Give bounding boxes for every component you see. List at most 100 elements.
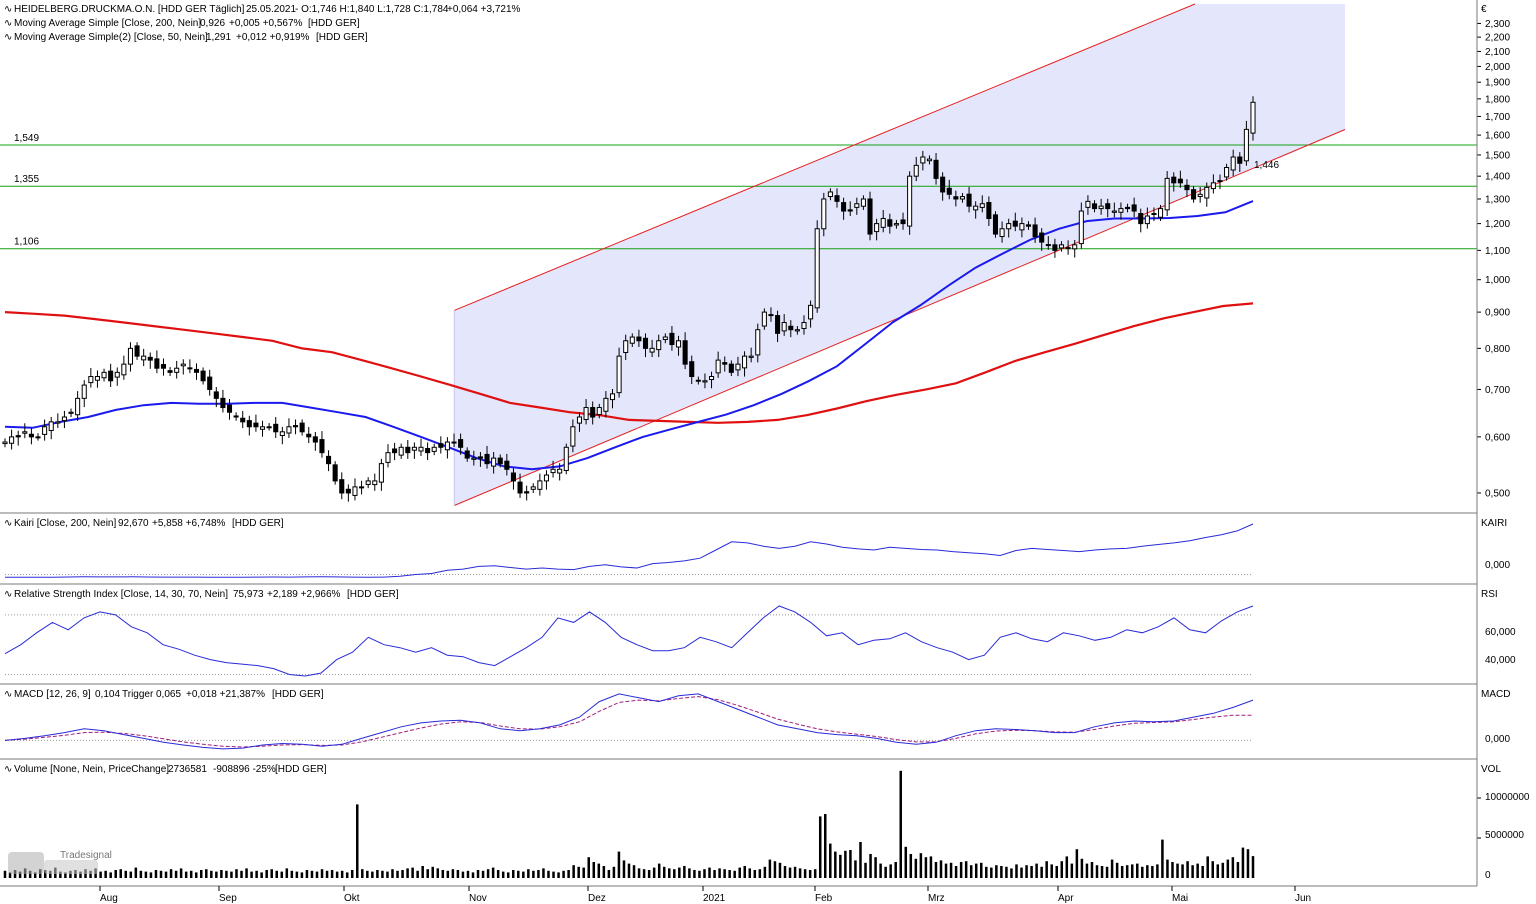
volume-bar: [1191, 865, 1194, 878]
price-tick-label: 0,800: [1485, 344, 1510, 355]
candle: [675, 335, 682, 356]
candle: [108, 363, 114, 387]
volume-bar: [1120, 866, 1124, 878]
volume-bar: [919, 853, 923, 878]
rsi-label: Relative Strength Index [Close, 14, 30, …: [14, 589, 228, 600]
volume-bar: [164, 871, 168, 878]
candle: [1039, 228, 1045, 251]
candle-body: [1025, 224, 1032, 227]
candle: [127, 342, 133, 372]
volume-bar: [839, 854, 842, 878]
sma50-line[interactable]: [4, 200, 1254, 471]
sma200-line[interactable]: [4, 302, 1254, 424]
candle-body: [293, 425, 299, 428]
price-tick-label: 0,700: [1485, 385, 1510, 396]
price-tick-label: 1,100: [1485, 246, 1510, 257]
volume-bar: [496, 870, 500, 878]
volume-bar: [1146, 865, 1149, 878]
volume-bars[interactable]: [3, 770, 1255, 878]
kairi-panel[interactable]: ∿ Kairi [Close, 200, Nein] 92,670 +5,858…: [0, 512, 1510, 578]
candle-body: [193, 368, 200, 373]
volume-bar: [577, 866, 580, 878]
sma50-label: Moving Average Simple(2) [Close, 50, Nei…: [14, 32, 208, 43]
candle-body: [187, 367, 193, 370]
candle: [458, 433, 464, 455]
candle: [517, 473, 523, 498]
volume-bar: [1251, 856, 1255, 878]
candle-body: [108, 370, 114, 382]
volume-bar: [924, 857, 928, 878]
candle-body: [946, 187, 952, 195]
candle: [1158, 204, 1164, 221]
volume-bar: [934, 862, 938, 878]
price-tick-label: 0,500: [1485, 488, 1510, 499]
candle: [35, 433, 41, 441]
trend-channel-upper-line[interactable]: [454, 3, 1196, 311]
candle-body: [893, 223, 899, 226]
candle-body: [695, 379, 701, 382]
volume-panel[interactable]: ∿ Volume [None, Nein, PriceChange] 27365…: [0, 758, 1530, 881]
candle: [748, 347, 754, 363]
volume-bar: [768, 859, 772, 878]
candle: [200, 367, 206, 385]
kairi-label: Kairi [Close, 200, Nein]: [14, 518, 116, 529]
volume-bar: [793, 866, 797, 878]
candle-body: [867, 198, 873, 235]
volume-bar: [381, 870, 384, 878]
candle-body: [801, 322, 807, 329]
volume-tick-1: 5000000: [1485, 830, 1524, 841]
candle-body: [959, 196, 965, 200]
rsi-line[interactable]: [4, 605, 1254, 677]
kairi-suffix: [HDD GER]: [232, 518, 284, 529]
horizontal-levels[interactable]: 1,549 1,355 1,106: [0, 133, 1477, 250]
volume-bar: [884, 866, 887, 878]
rsi-panel[interactable]: ∿ Relative Strength Index [Close, 14, 30…: [0, 583, 1516, 677]
candle-body: [121, 363, 127, 376]
sma200-suffix: [HDD GER]: [308, 18, 360, 29]
volume-bar: [471, 872, 475, 878]
volume-bar: [954, 866, 958, 878]
candle-body: [689, 361, 695, 378]
price-axis[interactable]: € 0,500 0,600 0,700 0,800 0,900 1,000 1,100 1,2…: [1477, 4, 1510, 499]
candle-body: [557, 468, 563, 474]
volume-bar: [698, 870, 701, 878]
candle-body: [411, 446, 417, 451]
rsi-change: +2,189 +2,966%: [267, 589, 341, 600]
candle-body: [1091, 203, 1098, 210]
volume-bar: [1241, 847, 1245, 878]
time-axis[interactable]: Aug Sep Okt Nov Dez 2021 Feb Mrz Apr Mai Jun: [0, 885, 1477, 904]
volume-bar: [783, 866, 787, 878]
candle: [273, 417, 279, 438]
wave-icon: ∿: [4, 518, 12, 529]
candle: [801, 315, 807, 335]
macd-line[interactable]: [4, 693, 1254, 750]
candle: [385, 444, 391, 468]
candle-body: [1250, 101, 1256, 134]
volume-bar: [340, 870, 344, 878]
candle: [735, 356, 741, 377]
candle: [253, 414, 259, 432]
candle-body: [530, 486, 536, 490]
volume-bar: [617, 851, 621, 878]
volume-bar: [869, 854, 872, 878]
candle: [524, 485, 530, 501]
volume-bar: [1176, 863, 1179, 878]
candle-body: [1058, 244, 1065, 249]
candle-body: [431, 446, 437, 452]
candlesticks[interactable]: [2, 96, 1256, 502]
volume-bar: [421, 866, 424, 878]
price-panel[interactable]: 1,549 1,355 1,106 1,446 ∿ HEIDELBERG.DRUCK…: [0, 3, 1477, 506]
candle: [372, 473, 378, 491]
candle-body: [504, 460, 510, 470]
kairi-line[interactable]: [5, 523, 1254, 578]
candle: [1105, 198, 1111, 218]
volume-bar: [1196, 863, 1199, 878]
candle-body: [319, 439, 325, 454]
macd-panel[interactable]: ∿ MACD [12, 26, 9] 0,104 Trigger 0,065 +…: [0, 683, 1510, 750]
candle-body: [207, 376, 213, 390]
level-label: 1,549: [14, 133, 39, 144]
candle-body: [253, 422, 259, 428]
price-tick-label: 0,900: [1485, 308, 1510, 319]
candle-body: [649, 347, 655, 353]
volume-bar: [491, 867, 495, 878]
